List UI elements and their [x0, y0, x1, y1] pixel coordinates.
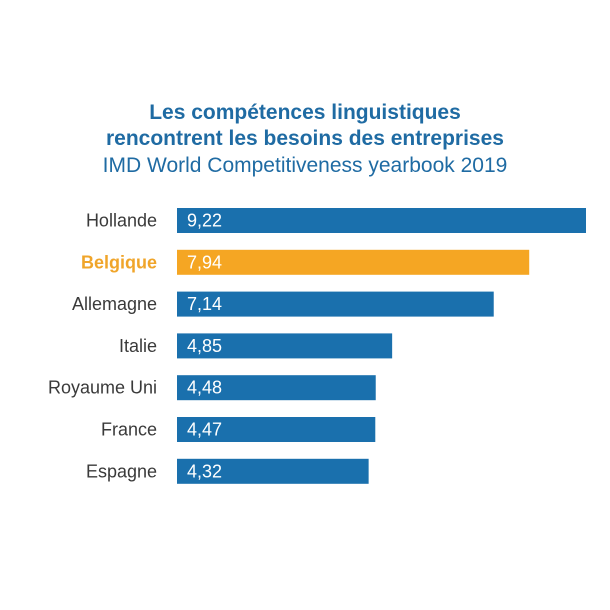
chart-title-line-2: rencontrent les besoins des entreprises — [106, 127, 504, 150]
bar-chart: Hollande 9,22 Belgique 7,94 Allemagne 7,14 Ita… — [48, 208, 586, 484]
bar-row: Allemagne 7,14 — [72, 291, 494, 317]
bar — [177, 249, 530, 275]
value-label: 4,48 — [187, 378, 222, 398]
value-label: 4,85 — [187, 336, 222, 356]
value-label: 7,14 — [187, 294, 222, 314]
chart-title-line-1: Les compétences linguistiques — [149, 101, 461, 124]
bar-row: Espagne 4,32 — [86, 458, 369, 484]
value-label: 4,47 — [187, 420, 222, 440]
bar — [177, 417, 376, 442]
category-label: Espagne — [86, 461, 157, 481]
value-label: 9,22 — [187, 211, 222, 231]
bar — [177, 375, 376, 401]
category-label: France — [101, 420, 157, 440]
bar — [177, 291, 494, 317]
bar — [177, 208, 586, 233]
category-label: Royaume Uni — [48, 378, 157, 398]
bar-row: Hollande 9,22 — [86, 208, 586, 233]
bar — [177, 458, 369, 484]
category-label: Belgique — [81, 252, 157, 272]
bar-row: Belgique 7,94 — [81, 249, 530, 275]
category-label: Italie — [119, 336, 157, 356]
bar-row: Royaume Uni 4,48 — [48, 375, 376, 401]
value-label: 4,32 — [187, 461, 222, 481]
chart-subtitle: IMD World Competitiveness yearbook 2019 — [102, 154, 508, 177]
category-label: Hollande — [86, 211, 157, 231]
bar-row: France 4,47 — [101, 417, 376, 442]
category-label: Allemagne — [72, 294, 157, 314]
bar-row: Italie 4,85 — [119, 333, 393, 359]
bar — [177, 333, 393, 359]
value-label: 7,94 — [187, 252, 222, 272]
chart-title-block: Les compétences linguistiques rencontren… — [0, 100, 610, 180]
